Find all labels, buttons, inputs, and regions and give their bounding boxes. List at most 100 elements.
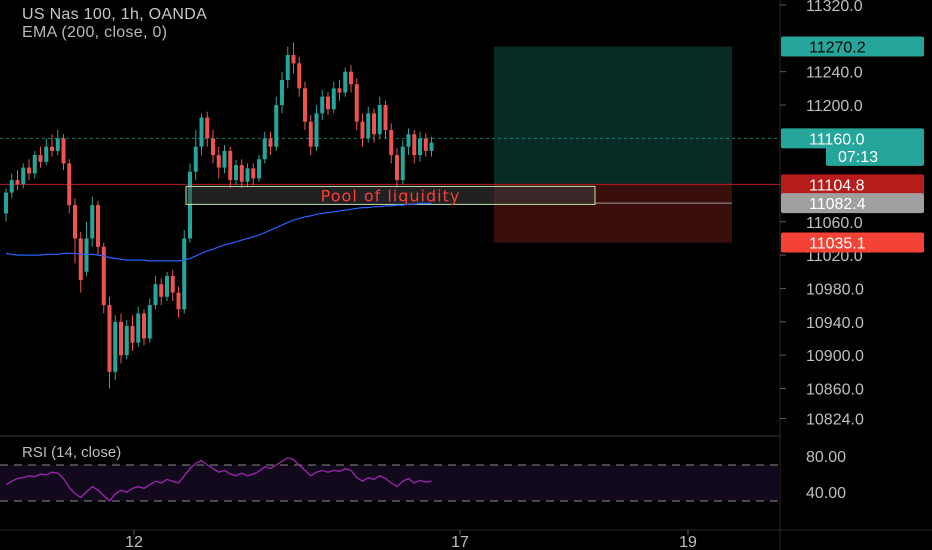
candle-body xyxy=(314,113,319,147)
candle-body xyxy=(205,117,210,139)
candle-body xyxy=(96,205,100,247)
take-profit-zone xyxy=(494,46,732,185)
price-tick-label: 11320.0 xyxy=(806,0,863,15)
candle-body xyxy=(429,142,434,151)
candle-body xyxy=(245,168,250,182)
candle-body xyxy=(188,171,192,239)
candle-body xyxy=(320,96,325,114)
candle-body xyxy=(418,138,422,156)
candle-body xyxy=(395,155,399,181)
candle-body xyxy=(377,105,382,135)
candle-body xyxy=(32,155,37,174)
candle-body xyxy=(234,165,238,181)
liquidity-label: Pool of liquidity xyxy=(321,186,461,205)
price-badge-label: 11104.8 xyxy=(809,177,865,194)
price-badge-label: 11082.4 xyxy=(809,196,866,213)
candle-body xyxy=(406,134,411,147)
candle-body xyxy=(285,55,290,81)
price-badge xyxy=(781,128,924,149)
candle-body xyxy=(303,88,307,122)
candle-body xyxy=(412,134,417,156)
price-tick-label: 11060.0 xyxy=(806,215,863,232)
price-badge-label: 11270.2 xyxy=(809,40,866,57)
candle-body xyxy=(337,88,342,93)
ema-legend[interactable]: EMA (200, close, 0) xyxy=(22,24,168,41)
candle-body xyxy=(61,138,66,164)
candle-body xyxy=(251,168,256,179)
price-tick-label: 10900.0 xyxy=(806,348,864,365)
candle-body xyxy=(360,121,365,139)
candle-body xyxy=(27,167,31,174)
candle-body xyxy=(280,80,284,106)
price-tick-label: 10940.0 xyxy=(806,315,864,332)
symbol-title[interactable]: US Nas 100, 1h, OANDA xyxy=(22,6,208,23)
candle-body xyxy=(15,180,20,185)
candle-body xyxy=(291,55,296,64)
candle-body xyxy=(176,292,181,310)
candle-body xyxy=(354,84,359,122)
candle-body xyxy=(383,105,388,131)
candle-body xyxy=(84,238,89,272)
price-tick-label: 10824.0 xyxy=(806,411,864,428)
price-badge-label: 11035.1 xyxy=(809,236,866,253)
candle-body xyxy=(262,138,267,160)
candle-body xyxy=(274,105,279,147)
candle-body xyxy=(268,138,273,147)
candle-body xyxy=(349,71,353,85)
rsi-tick-label: 80.00 xyxy=(806,449,846,466)
price-tick-label: 10980.0 xyxy=(806,281,864,298)
candle-body xyxy=(153,284,158,306)
candle-body xyxy=(297,63,302,89)
candle-body xyxy=(165,275,169,297)
candle-body xyxy=(101,246,106,306)
candle-body xyxy=(257,159,261,179)
candle-body xyxy=(119,321,123,356)
price-badge xyxy=(781,174,924,195)
rsi-legend[interactable]: RSI (14, close) xyxy=(22,444,122,461)
candle-body xyxy=(366,113,371,139)
price-badge xyxy=(826,145,924,166)
price-tick-label: 11240.0 xyxy=(806,65,863,82)
candle-body xyxy=(343,71,348,93)
price-badge xyxy=(781,36,924,57)
rsi-tick-label: 40.00 xyxy=(806,485,846,502)
candle-body xyxy=(199,117,204,147)
candle-body xyxy=(331,88,336,110)
candle-body xyxy=(73,205,77,239)
candle-body xyxy=(124,325,129,356)
candle-body xyxy=(159,284,164,297)
candle-body xyxy=(308,121,313,147)
time-tick-label: 17 xyxy=(451,534,469,550)
candle-body xyxy=(44,146,49,162)
candle-body xyxy=(113,321,118,372)
candle-body xyxy=(136,313,141,343)
candle-body xyxy=(372,113,376,135)
candle-body xyxy=(78,238,83,281)
candle-body xyxy=(147,305,152,339)
candle-body xyxy=(170,275,175,293)
candle-body xyxy=(9,180,14,193)
price-tick-label: 11200.0 xyxy=(806,98,863,115)
candle-body xyxy=(389,130,394,156)
candle-body xyxy=(326,96,330,110)
candle-body xyxy=(90,205,95,239)
candle-body xyxy=(239,165,244,182)
candle-body xyxy=(55,138,60,151)
candle-body xyxy=(193,146,198,172)
price-badge xyxy=(781,232,924,253)
liquidity-box xyxy=(185,185,596,205)
candle-body xyxy=(130,325,135,343)
candle-body xyxy=(400,146,405,181)
candle-body xyxy=(67,163,72,206)
candle-body xyxy=(222,150,227,168)
candle-body xyxy=(21,167,26,185)
price-tick-label: 10860.0 xyxy=(806,381,864,398)
rsi-band xyxy=(0,465,780,501)
candle-body xyxy=(107,305,112,372)
candle-body xyxy=(38,155,43,162)
time-tick-label: 12 xyxy=(125,534,143,550)
candle-body xyxy=(50,146,54,151)
price-badge-label: 07:13 xyxy=(838,149,878,166)
